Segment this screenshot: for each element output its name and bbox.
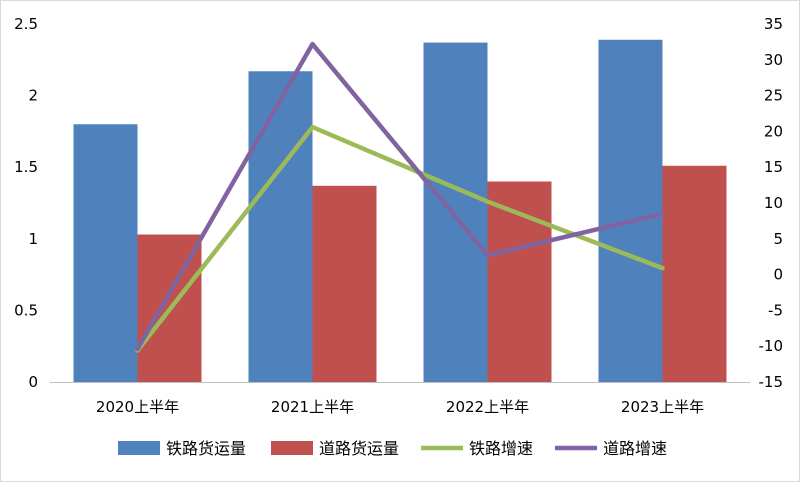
legend-label: 铁路货运量 xyxy=(166,439,246,458)
left-tick-label: 2.5 xyxy=(14,15,38,33)
left-tick-label: 1 xyxy=(28,230,38,248)
left-tick-label: 2 xyxy=(28,87,38,105)
category-label: 2022上半年 xyxy=(446,398,529,416)
right-tick-label: -5 xyxy=(768,301,783,319)
right-tick-label: 25 xyxy=(764,87,783,105)
right-tick-label: 0 xyxy=(773,266,783,284)
right-tick-label: 30 xyxy=(764,51,783,69)
bar-rail-1 xyxy=(248,71,313,383)
bar-road-3 xyxy=(662,165,727,382)
right-tick-label: 20 xyxy=(764,122,783,140)
right-tick-label: -10 xyxy=(759,337,784,355)
right-tick-label: 35 xyxy=(764,15,783,33)
category-label: 2020上半年 xyxy=(96,398,179,416)
legend-label: 道路货运量 xyxy=(319,439,399,458)
right-tick-label: 10 xyxy=(764,194,783,212)
bar-rail-2 xyxy=(423,42,488,383)
bar-road-1 xyxy=(312,185,377,382)
legend-label: 道路增速 xyxy=(603,439,667,458)
legend-swatch-rail-volume xyxy=(118,441,160,455)
right-tick-label: -15 xyxy=(759,373,784,391)
line-road-growth xyxy=(135,41,665,352)
legend-swatch-road-volume xyxy=(271,441,313,455)
bar-rail-3 xyxy=(598,39,663,382)
left-tick-label: 0 xyxy=(28,373,38,391)
bar-rail-0 xyxy=(73,124,138,383)
right-tick-label: 15 xyxy=(764,158,783,176)
category-label: 2021上半年 xyxy=(271,398,354,416)
category-label: 2023上半年 xyxy=(621,398,704,416)
left-tick-label: 1.5 xyxy=(14,158,38,176)
legend-label: 铁路增速 xyxy=(469,439,533,458)
left-tick-label: 0.5 xyxy=(14,301,38,319)
right-tick-label: 5 xyxy=(773,230,783,248)
